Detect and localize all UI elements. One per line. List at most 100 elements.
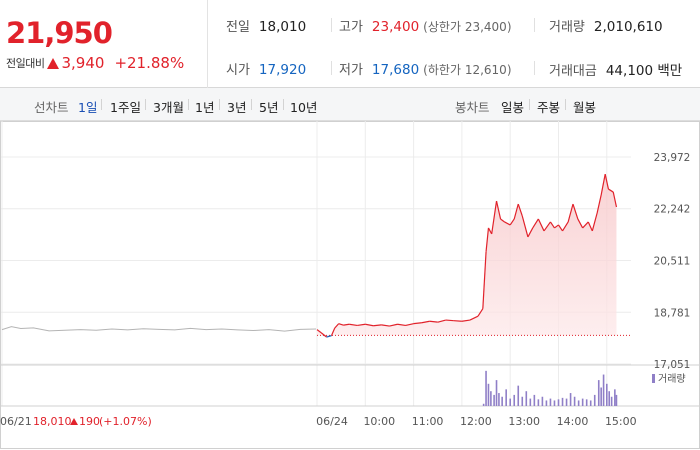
price-segment	[543, 221, 551, 232]
volume-bars	[482, 370, 618, 406]
amount-label: 거래대금	[549, 64, 597, 79]
y-tick-label: 20,511	[654, 256, 691, 268]
quote-stats: 전일 18,010 고가 23,400 (상한가 23,400) 거래량 2,0…	[208, 0, 700, 88]
volume-bar	[549, 398, 552, 406]
price-segment	[485, 227, 490, 252]
price-segment	[338, 323, 344, 326]
divider	[529, 99, 530, 110]
prev-day-line	[1, 326, 317, 332]
candle-weekly[interactable]: 주봉	[537, 100, 561, 115]
period-1y[interactable]: 1년	[195, 100, 215, 115]
change-rate: +21.88%	[114, 54, 185, 72]
volume-bar	[529, 398, 532, 406]
volume-bar	[602, 374, 605, 406]
price-segment	[316, 329, 322, 334]
x-tick-label: 13:00	[508, 415, 540, 428]
price-segment	[596, 194, 602, 214]
x-tick-label: 10:00	[363, 415, 395, 428]
price-segment	[491, 200, 498, 235]
volume-bar	[614, 389, 616, 406]
period-5y[interactable]: 5년	[259, 100, 279, 115]
period-1w[interactable]: 1주일	[110, 100, 141, 115]
period-3y[interactable]: 3년	[227, 100, 247, 115]
x-tick-label: 14:00	[557, 415, 589, 428]
price-segment	[577, 218, 584, 229]
price-segment	[604, 173, 609, 190]
price-segment	[500, 218, 505, 223]
price-segment	[330, 327, 336, 336]
volume-legend: 거래량	[652, 373, 686, 385]
divider	[565, 99, 566, 110]
volume-bar	[525, 391, 528, 406]
prev-close-label: 전일	[226, 20, 250, 35]
prev-close-value: 18,010	[258, 19, 307, 35]
volume-bar	[487, 383, 490, 406]
period-3m[interactable]: 3개월	[153, 100, 184, 115]
line-chart-label: 선차트	[34, 100, 69, 115]
high-label: 고가	[339, 20, 363, 35]
price-segment	[527, 227, 534, 238]
price-segment	[521, 215, 529, 238]
volume: 거래량 2,010,610	[549, 16, 663, 35]
x-tick-label: 11:00	[412, 415, 444, 428]
volume-bar	[608, 391, 611, 406]
candle-daily[interactable]: 일봉	[501, 100, 525, 115]
volume-bar	[517, 385, 520, 406]
volume-bar	[557, 399, 560, 406]
volume-bar	[490, 391, 492, 406]
price-segment	[567, 203, 574, 223]
price-segment	[373, 324, 382, 327]
price-segment	[453, 320, 462, 322]
price-segment	[600, 173, 606, 196]
y-tick-label: 17,051	[654, 359, 691, 371]
lower-limit-label: 하한가	[427, 63, 461, 77]
volume-bar	[581, 398, 584, 406]
price-segment	[397, 323, 406, 327]
volume-bar	[610, 396, 613, 406]
volume-legend-label: 거래량	[658, 373, 686, 385]
prev-day-change: 190	[79, 415, 100, 428]
divider	[331, 18, 332, 32]
x-tick-label: 06/24	[316, 415, 348, 428]
volume-bar	[509, 398, 511, 406]
price-segment	[591, 212, 598, 232]
price-box: 21,950 전일대비 3,940 +21.88%	[0, 0, 208, 88]
price-segment	[334, 323, 340, 329]
change-label: 전일대비	[6, 57, 45, 70]
down-area	[317, 335, 617, 338]
prev-day-up-icon	[70, 418, 78, 425]
prev-day-close: 18,010	[33, 415, 72, 428]
volume-bar	[573, 396, 576, 406]
high-value: 23,400	[371, 19, 420, 35]
volume-bar	[495, 380, 498, 406]
price-segment	[572, 203, 579, 220]
price-segment	[487, 227, 493, 235]
price-segment	[405, 323, 414, 327]
upper-limit: (상한가 23,400)	[423, 20, 512, 34]
low-value: 17,680	[371, 62, 420, 78]
price-segment	[389, 323, 398, 327]
candle-monthly[interactable]: 월봉	[573, 100, 597, 115]
amount-value: 44,100 백만	[605, 63, 683, 79]
prev-close: 전일 18,010	[226, 16, 306, 35]
volume-bar	[485, 370, 487, 406]
divider	[101, 99, 102, 110]
period-10y[interactable]: 10년	[290, 100, 318, 115]
open-label: 시가	[226, 63, 250, 78]
candle-chart-label: 봉차트	[455, 100, 490, 115]
price-segment	[582, 221, 589, 229]
price-segment	[357, 323, 366, 327]
price-segment	[343, 323, 350, 326]
volume-bar	[513, 394, 516, 406]
area-fill	[317, 174, 617, 338]
price-segment	[437, 319, 446, 323]
price-segment	[554, 224, 559, 229]
price-segment	[558, 224, 564, 232]
price-segment	[445, 319, 454, 322]
x-tick-label: 12:00	[460, 415, 492, 428]
y-tick-label: 23,972	[654, 152, 691, 164]
up-triangle-icon	[47, 57, 60, 69]
period-1d[interactable]: 1일	[78, 100, 98, 115]
volume-bar	[521, 396, 524, 406]
upper-limit-label: 상한가	[427, 20, 461, 34]
